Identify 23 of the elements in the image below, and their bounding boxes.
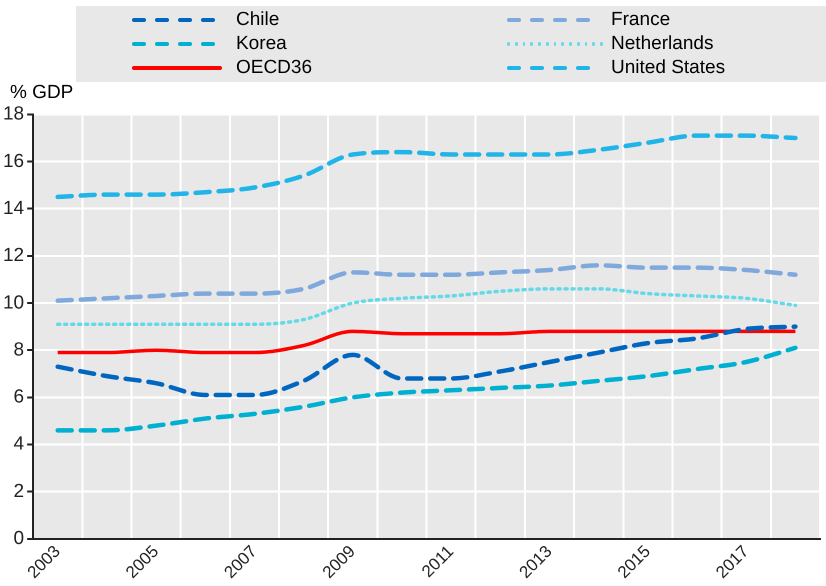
legend-label: OECD36 — [236, 57, 312, 79]
y-axis-title: % GDP — [10, 82, 74, 104]
line-series — [56, 287, 798, 326]
line-series — [55, 346, 798, 433]
line-series — [55, 324, 798, 398]
y-tick-label: 4 — [14, 434, 25, 455]
y-tick-label: 14 — [2, 198, 25, 219]
legend-label: Chile — [236, 9, 280, 31]
y-tick-label: 10 — [2, 292, 24, 314]
legend-label: France — [611, 9, 670, 31]
y-tick-label: 8 — [14, 339, 24, 360]
legend-label: Korea — [236, 33, 287, 55]
y-tick-label: 0 — [14, 528, 24, 550]
y-tick-label: 2 — [14, 480, 24, 502]
y-tick-label: 12 — [2, 245, 24, 266]
line-series — [55, 133, 798, 200]
legend-label: Netherlands — [611, 33, 714, 55]
line-series — [56, 330, 798, 354]
legend-label: United States — [611, 57, 726, 79]
y-tick-label: 18 — [2, 104, 24, 125]
line-series — [55, 263, 798, 303]
y-tick-label: 16 — [2, 150, 24, 172]
y-tick-label: 6 — [14, 386, 24, 408]
